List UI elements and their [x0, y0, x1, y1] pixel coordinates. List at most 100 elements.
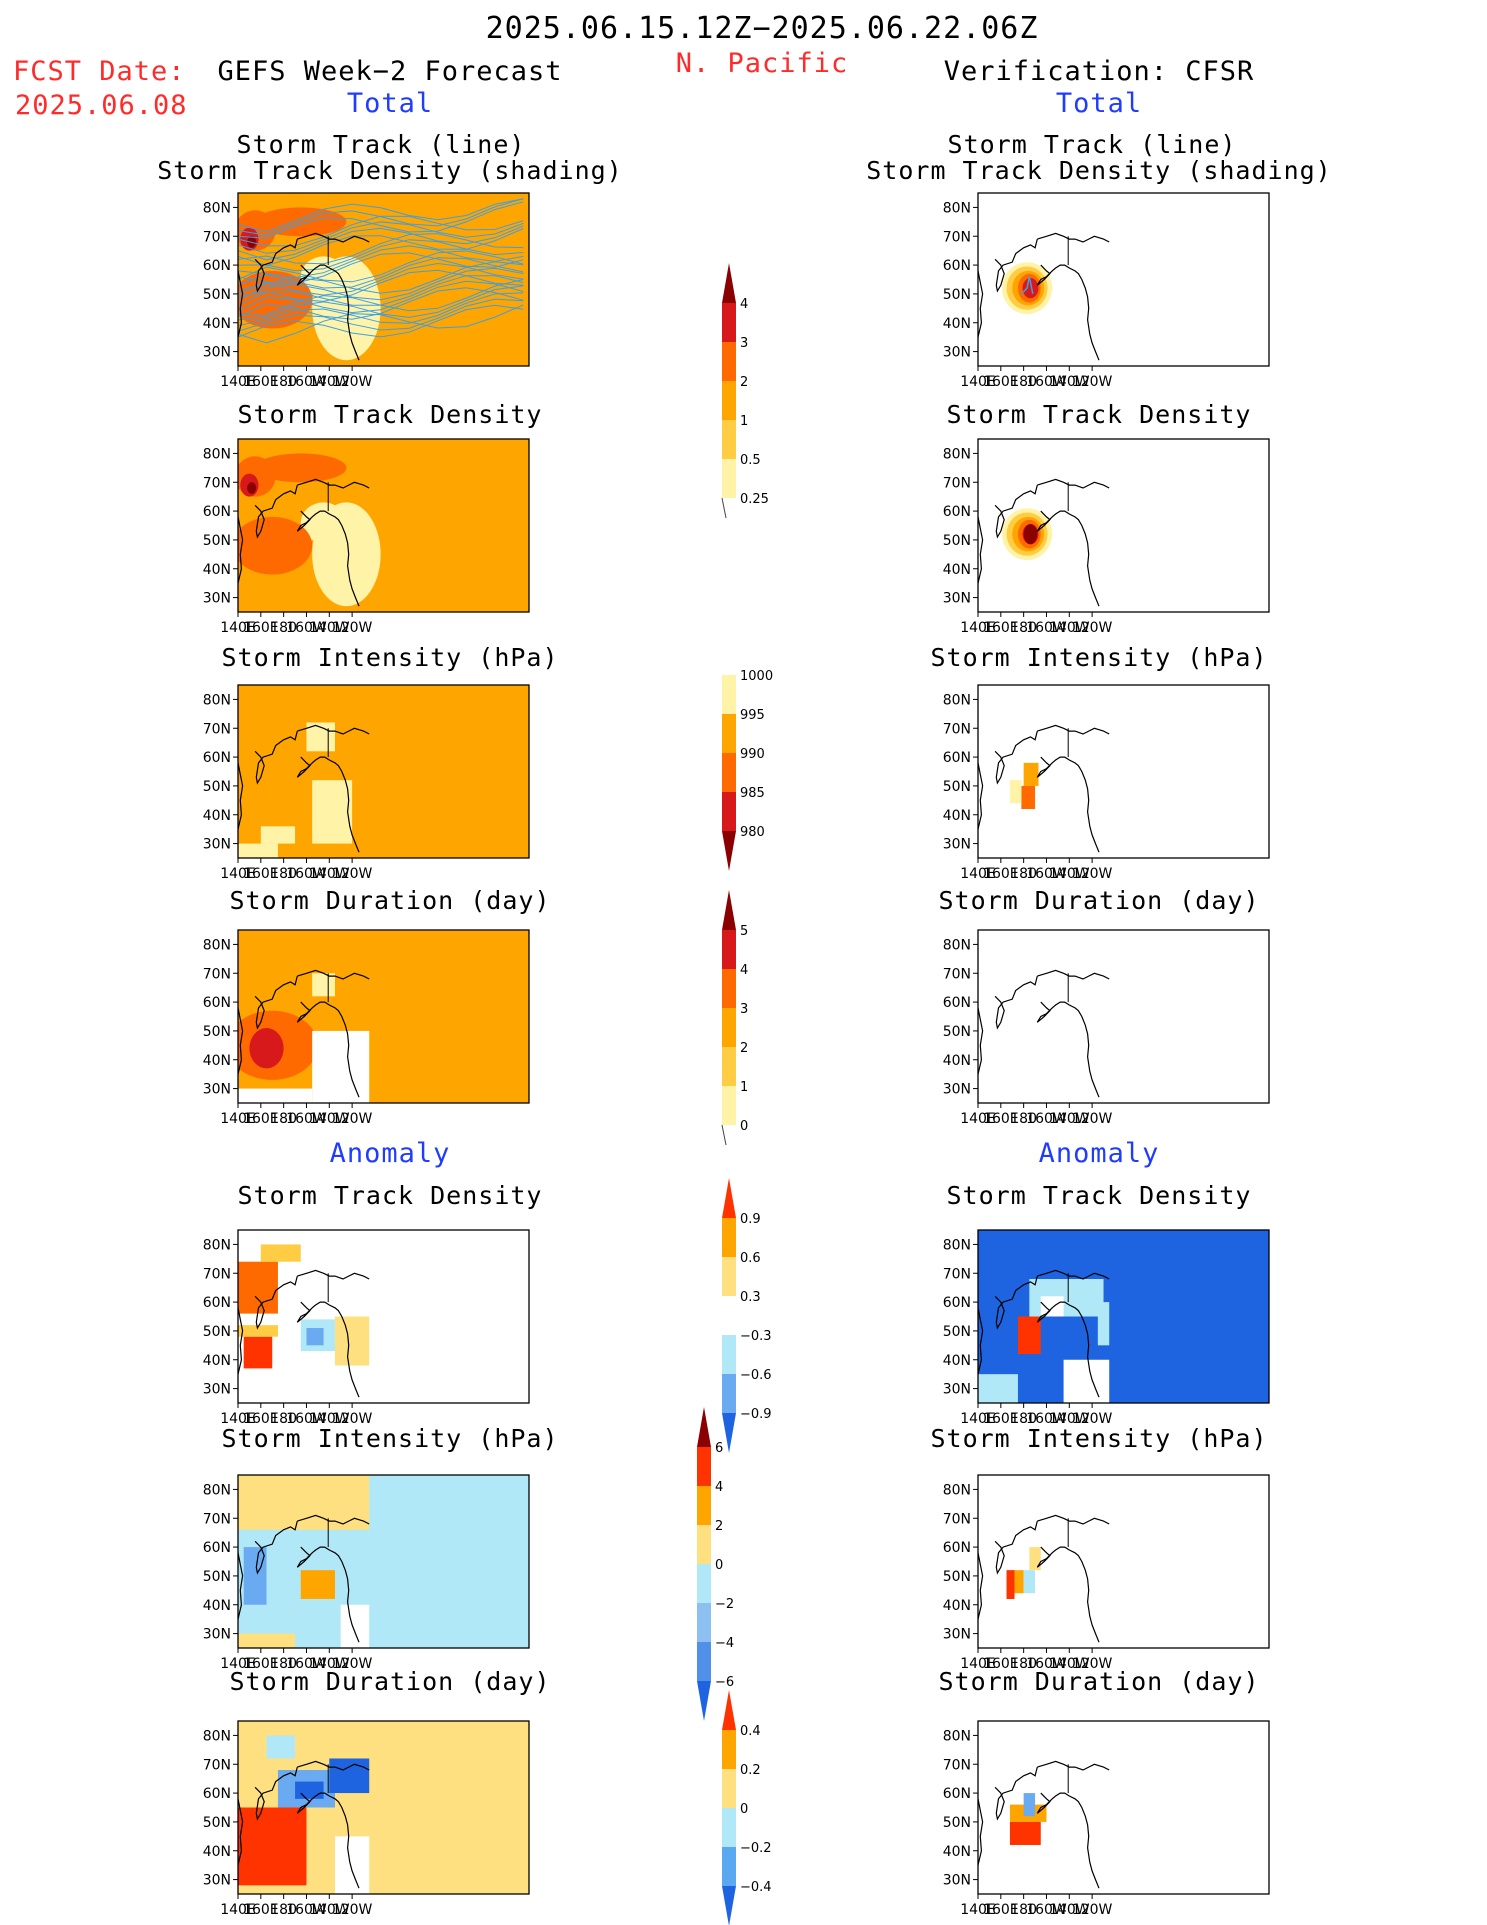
lat-tick-label: 30N — [203, 1382, 231, 1398]
lat-tick-label: 70N — [203, 966, 231, 982]
gefs-intensity-map: 80N 70N 60N 50N 40N 30N 140E160E180160W140W120… — [203, 684, 530, 882]
lon-tick-label: 120W — [1072, 620, 1113, 636]
lat-tick-label: 80N — [943, 200, 971, 216]
left-anom-intensity-title: Storm Intensity (hPa) — [221, 1424, 559, 1453]
lon-tick-label: 160E — [243, 1411, 279, 1427]
lat-tick-label: 40N — [203, 1844, 231, 1860]
lat-tick-label: 40N — [943, 316, 971, 332]
lon-tick-label: 140W — [1049, 1111, 1090, 1127]
lat-tick-label: 50N — [203, 533, 231, 549]
lon-tick-label: 160W — [1026, 1411, 1067, 1427]
fcst-date-label: FCST Date: — [13, 56, 186, 87]
right-density-title: Storm Track Density — [946, 400, 1252, 429]
lon-tick-label: 160E — [243, 1902, 279, 1918]
lat-tick-label: 50N — [203, 287, 231, 303]
right-intensity-title: Storm Intensity (hPa) — [930, 643, 1268, 672]
lat-tick-label: 50N — [943, 533, 971, 549]
lat-tick-label: 80N — [203, 1237, 231, 1253]
map-frame — [237, 192, 530, 367]
lat-tick-label: 40N — [943, 1844, 971, 1860]
lat-tick-label: 80N — [203, 1728, 231, 1744]
colorbar-label: 2 — [740, 375, 748, 390]
lat-tick-label: 70N — [943, 1757, 971, 1773]
lon-tick-label: 160E — [983, 1902, 1019, 1918]
lon-tick-label: 120W — [332, 374, 373, 390]
lon-tick-label: 140E — [960, 374, 996, 390]
colorbar-label: 985 — [740, 786, 765, 801]
colorbar-label: 0 — [715, 1558, 723, 1573]
colorbar-label: 0 — [740, 1119, 748, 1134]
lon-tick-label: 180 — [270, 1902, 297, 1918]
lat-tick-label: 30N — [203, 345, 231, 361]
duration-anom-colorbar: 0.4 0.2 0 −0.2 −0.4 — [722, 1690, 772, 1925]
right-anomaly-label: Anomaly — [1038, 1138, 1160, 1169]
left-column-title: GEFS Week−2 Forecast — [217, 56, 563, 87]
lat-tick-label: 40N — [203, 1053, 231, 1069]
colorbar-label: −6 — [715, 1675, 734, 1690]
map-frame — [237, 684, 530, 859]
lon-tick-label: 160W — [1026, 866, 1067, 882]
colorbar-label: 5 — [740, 924, 748, 939]
lat-tick-label: 70N — [203, 229, 231, 245]
lon-tick-label: 120W — [1072, 1411, 1113, 1427]
lat-tick-label: 70N — [203, 1511, 231, 1527]
lon-tick-label: 160E — [983, 1111, 1019, 1127]
lat-tick-label: 60N — [943, 1295, 971, 1311]
left-density-title: Storm Track Density — [237, 400, 543, 429]
lat-tick-label: 80N — [943, 1482, 971, 1498]
right-total-label: Total — [1055, 88, 1143, 119]
lat-tick-label: 70N — [203, 475, 231, 491]
colorbar-label: 4 — [740, 963, 748, 978]
colorbar-label: 2 — [740, 1041, 748, 1056]
cfsr-anom-density-map: 80N 70N 60N 50N 40N 30N 140E160E180160W140W120… — [943, 1229, 1270, 1427]
lon-tick-label: 140W — [1049, 866, 1090, 882]
lat-tick-label: 50N — [943, 1815, 971, 1831]
region-title: N. Pacific — [675, 48, 849, 79]
lon-tick-label: 120W — [332, 1411, 373, 1427]
right-anom-duration-title: Storm Duration (day) — [938, 1667, 1260, 1696]
colorbar-label: −2 — [715, 1597, 734, 1612]
lat-tick-label: 30N — [203, 1082, 231, 1098]
map-frame — [237, 929, 530, 1104]
lat-tick-label: 50N — [203, 1815, 231, 1831]
right-duration-title: Storm Duration (day) — [938, 886, 1260, 915]
map-frame — [237, 438, 530, 613]
lon-tick-label: 140E — [220, 1111, 256, 1127]
lat-tick-label: 30N — [943, 1082, 971, 1098]
lat-tick-label: 50N — [203, 1024, 231, 1040]
lon-tick-label: 160W — [1026, 1902, 1067, 1918]
lon-tick-label: 140E — [960, 1902, 996, 1918]
lat-tick-label: 70N — [943, 721, 971, 737]
colorbar-label: −0.9 — [740, 1407, 772, 1422]
colorbar-label: 1 — [740, 1080, 748, 1095]
lat-tick-label: 50N — [203, 779, 231, 795]
lon-tick-label: 160W — [286, 1656, 327, 1672]
lon-tick-label: 180 — [1010, 1656, 1037, 1672]
lat-tick-label: 80N — [203, 200, 231, 216]
density-anom-colorbar: 0.9 0.6 0.3 −0.3 −0.6 −0.9 — [722, 1178, 772, 1453]
lat-tick-label: 30N — [943, 345, 971, 361]
lat-tick-label: 80N — [203, 446, 231, 462]
lon-tick-label: 160E — [983, 1656, 1019, 1672]
lon-tick-label: 140E — [960, 1111, 996, 1127]
lat-tick-label: 30N — [203, 591, 231, 607]
lat-tick-label: 70N — [943, 475, 971, 491]
lon-tick-label: 160W — [286, 620, 327, 636]
lat-tick-label: 60N — [203, 1786, 231, 1802]
lat-tick-label: 30N — [943, 1627, 971, 1643]
lat-tick-label: 60N — [203, 1295, 231, 1311]
lat-tick-label: 70N — [203, 721, 231, 737]
colorbar-label: 4 — [740, 297, 748, 312]
lat-tick-label: 40N — [943, 1598, 971, 1614]
lon-tick-label: 160E — [243, 620, 279, 636]
lat-tick-label: 60N — [203, 995, 231, 1011]
colorbar-label: −4 — [715, 1636, 734, 1651]
lon-tick-label: 120W — [332, 1656, 373, 1672]
gefs-density-map: 80N 70N 60N 50N 40N 30N 140E160E180160W140W120… — [203, 438, 530, 636]
lat-tick-label: 30N — [943, 1382, 971, 1398]
colorbar-label: −0.4 — [740, 1880, 772, 1895]
lat-tick-label: 80N — [943, 692, 971, 708]
lat-tick-label: 40N — [943, 808, 971, 824]
lon-tick-label: 140W — [309, 1656, 350, 1672]
